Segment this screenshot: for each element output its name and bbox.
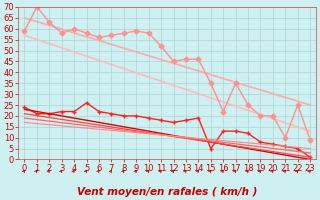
X-axis label: Vent moyen/en rafales ( km/h ): Vent moyen/en rafales ( km/h ) [77,187,258,197]
